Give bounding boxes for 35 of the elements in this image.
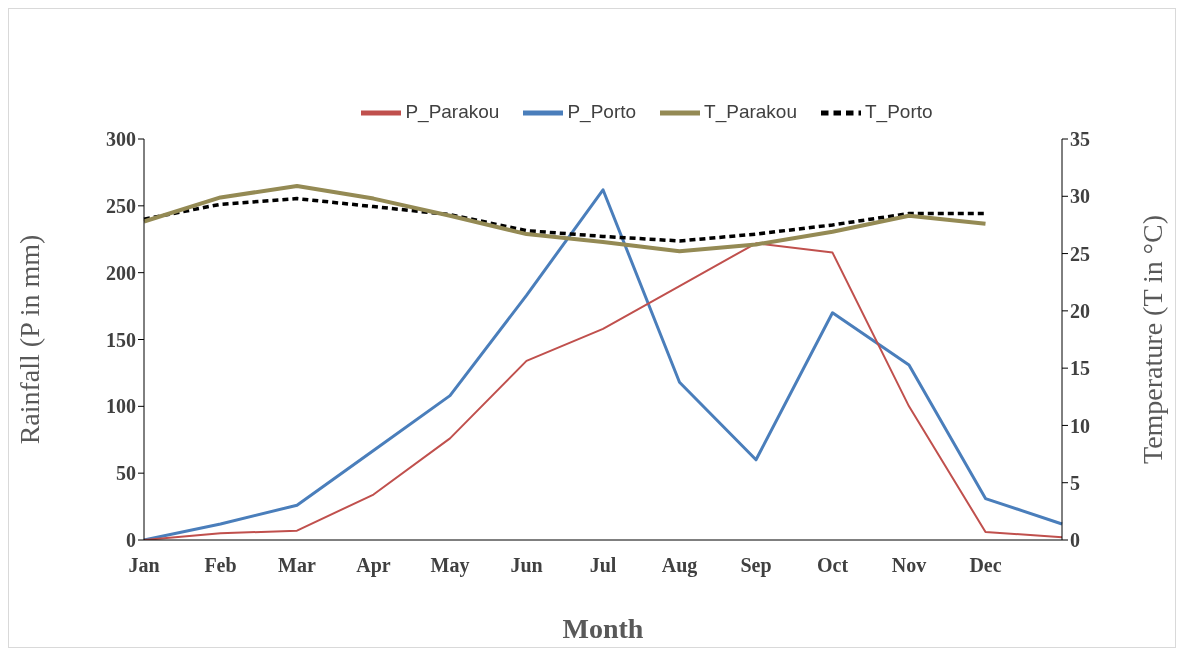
y-tick-label: 200 bbox=[106, 261, 136, 284]
x-tick-label: Aug bbox=[661, 554, 698, 578]
y-axis-title: Rainfall (P in mm) bbox=[13, 234, 45, 445]
x-tick-label: Jun bbox=[510, 554, 543, 577]
y2-tick-label: 20 bbox=[1070, 299, 1090, 322]
x-tick-label: Feb bbox=[204, 554, 237, 577]
x-tick-label: May bbox=[430, 554, 470, 578]
legend-label: T_Porto bbox=[865, 101, 933, 123]
x-tick-label: Nov bbox=[891, 554, 927, 577]
y-tick-label: 250 bbox=[106, 194, 136, 217]
x-axis-title: Month bbox=[562, 613, 644, 644]
y2-tick-label: 0 bbox=[1070, 529, 1080, 552]
y-tick-label: 0 bbox=[126, 529, 136, 552]
y-tick-label: 50 bbox=[116, 462, 136, 485]
y2-tick-label: 10 bbox=[1070, 414, 1090, 437]
y2-axis-title: Temperature (T in °C) bbox=[1136, 215, 1168, 464]
y-tick-label: 300 bbox=[106, 128, 136, 151]
x-tick-label: Sep bbox=[740, 554, 772, 578]
y2-tick-label: 15 bbox=[1070, 357, 1090, 380]
x-tick-label: Jan bbox=[128, 554, 160, 577]
legend-label: P_Porto bbox=[567, 101, 637, 123]
legend-label: P_Parakou bbox=[405, 101, 500, 123]
x-tick-label: Jul bbox=[589, 554, 617, 577]
y2-tick-label: 5 bbox=[1070, 471, 1080, 494]
y2-tick-label: 25 bbox=[1070, 242, 1090, 265]
x-tick-label: Mar bbox=[278, 554, 316, 577]
x-tick-label: Dec bbox=[969, 554, 1002, 577]
y2-tick-label: 30 bbox=[1070, 185, 1090, 208]
y-tick-label: 150 bbox=[106, 328, 136, 351]
legend-label: T_Parakou bbox=[704, 101, 798, 123]
x-tick-label: Apr bbox=[356, 554, 391, 578]
line-series bbox=[142, 183, 988, 254]
x-tick-label: Oct bbox=[816, 554, 849, 577]
y-tick-label: 100 bbox=[106, 395, 136, 418]
y2-tick-label: 35 bbox=[1070, 128, 1090, 151]
